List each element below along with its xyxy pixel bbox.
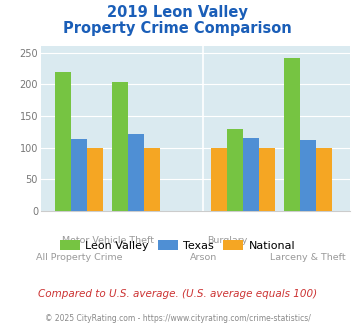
Text: Arson: Arson [190,253,217,262]
Bar [113,82,129,211]
Bar [316,148,332,211]
Bar [259,148,275,211]
Bar [144,148,160,211]
Bar [71,140,87,211]
Text: Compared to U.S. average. (U.S. average equals 100): Compared to U.S. average. (U.S. average … [38,289,317,299]
Text: Motor Vehicle Theft: Motor Vehicle Theft [62,236,154,245]
Bar [55,72,71,211]
Text: All Property Crime: All Property Crime [36,253,122,262]
Bar [300,140,316,211]
Bar [129,134,144,211]
Text: Property Crime Comparison: Property Crime Comparison [63,21,292,36]
Text: 2019 Leon Valley: 2019 Leon Valley [107,5,248,20]
Bar [243,138,259,211]
Text: Larceny & Theft: Larceny & Theft [271,253,346,262]
Bar [227,129,243,211]
Bar [211,148,227,211]
Legend: Leon Valley, Texas, National: Leon Valley, Texas, National [55,236,300,255]
Text: © 2025 CityRating.com - https://www.cityrating.com/crime-statistics/: © 2025 CityRating.com - https://www.city… [45,314,310,323]
Bar [284,58,300,211]
Bar [87,148,103,211]
Text: Burglary: Burglary [207,236,247,245]
